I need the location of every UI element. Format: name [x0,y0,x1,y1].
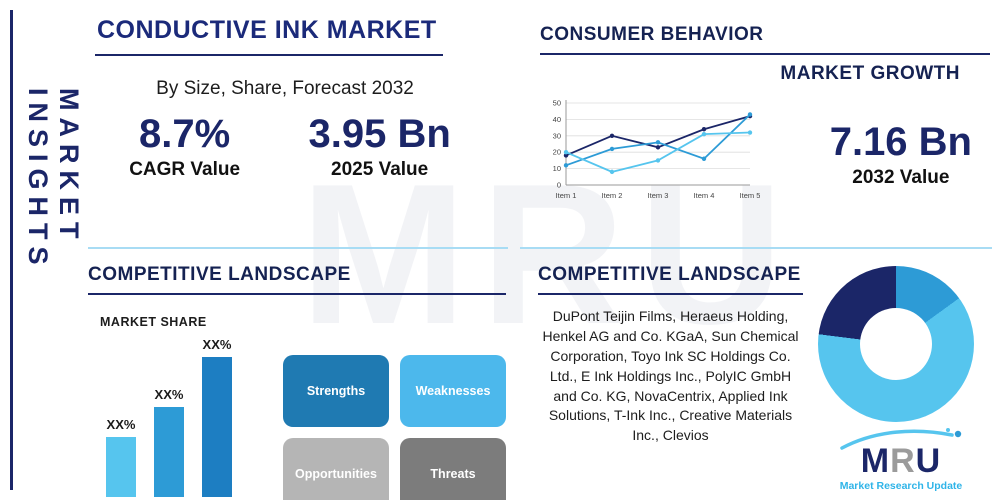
x-tick-label: Item 5 [740,191,760,200]
market-growth-heading: MARKET GROWTH [780,63,960,84]
bar [154,407,184,497]
forecast-label: 2032 Value [852,166,950,188]
competitive-landscape-left-heading: COMPETITIVE LANDSCAPE [88,264,506,295]
market-share-column: MARKET SHARE XX% XX% XX% [88,309,261,500]
page-title: CONDUCTIVE INK MARKET [95,16,443,56]
market-share-bar-chart: XX% XX% XX% [88,333,261,497]
bar-label: XX% [202,337,232,352]
competitive-landscape-left-section: COMPETITIVE LANDSCAPE MARKET SHARE XX% XX… [88,264,506,500]
base-year-value: 3.95 Bn [308,112,451,156]
data-point [655,145,661,150]
growth-chart-row: 0 10 20 30 40 50 Item 1 Item 2 Item 3 Item 4 Item … [540,95,990,213]
bar [106,437,136,497]
data-point [701,127,707,132]
x-tick-label: Item 1 [556,191,577,200]
bar [202,357,232,497]
y-tick-label: 40 [553,115,561,124]
logo-subtext: Market Research Update [839,480,963,492]
swot-tile-opportunities: Opportunities [283,438,389,500]
x-tick-label: Item 2 [602,191,623,200]
y-tick-label: 20 [553,148,561,157]
data-point [563,150,569,155]
logo-letters: MRU [816,444,986,478]
swot-grid: Strengths Weaknesses Opportunities Threats [283,355,506,500]
logo-letter-r: R [890,442,916,480]
sidebar-vertical-title: MARKET INSIGHTS [23,88,84,272]
y-tick-label: 50 [553,99,561,108]
consumer-behavior-section: CONSUMER BEHAVIOR MARKET GROWTH 0 10 20 30 4… [540,24,990,213]
brand-logo: MRU Market Research Update [816,426,986,492]
consumer-behavior-heading: CONSUMER BEHAVIOR [540,24,990,55]
market-overview-section: CONDUCTIVE INK MARKET By Size, Share, Fo… [95,16,500,181]
market-share-label: MARKET SHARE [100,315,207,329]
donut-hole [860,308,932,380]
cagr-stat: 8.7% CAGR Value [129,112,240,181]
data-point [747,130,753,135]
data-point [563,153,569,158]
forecast-stat: 7.16 Bn 2032 Value [830,120,972,189]
y-tick-label: 30 [553,131,561,140]
bar-label: XX% [106,417,136,432]
company-list: DuPont Teijin Films, Heraeus Holding, He… [542,308,799,444]
market-donut-chart [818,266,974,422]
swot-tile-strengths: Strengths [283,355,389,427]
swot-tile-weaknesses: Weaknesses [400,355,506,427]
bar-label: XX% [154,387,184,402]
cagr-value: 8.7% [139,112,231,156]
data-point [655,158,661,163]
data-point [701,156,707,161]
base-year-label: 2025 Value [331,159,429,180]
line-series-2 [565,113,751,167]
data-point [563,163,569,168]
logo-letter-m: M [860,442,891,480]
x-tick-label: Item 4 [694,191,715,200]
data-point [609,169,615,175]
page-subtitle: By Size, Share, Forecast 2032 [156,78,414,99]
bar-item: XX% [106,333,136,497]
divider-left [88,247,508,249]
y-tick-label: 10 [553,164,561,173]
base-year-stat: 3.95 Bn 2025 Value [308,112,450,181]
bar-item: XX% [154,333,184,497]
competitive-landscape-right-heading: COMPETITIVE LANDSCAPE [538,264,803,295]
data-point [609,146,615,152]
logo-swoosh-icon [840,428,962,450]
stats-row: 8.7% CAGR Value 3.95 Bn 2025 Value [95,112,485,181]
bar-item: XX% [202,333,232,497]
data-point [655,140,661,145]
left-accent-rule [10,10,13,490]
y-tick-label: 0 [557,181,561,190]
data-point [609,133,615,138]
divider-right [520,247,992,249]
x-tick-label: Item 3 [648,191,669,200]
competitive-left-content: MARKET SHARE XX% XX% XX% Strengths Weakness… [88,309,506,500]
logo-letter-u: U [915,442,942,480]
competitive-landscape-right-section: COMPETITIVE LANDSCAPE DuPont Teijin Film… [538,264,803,446]
data-point [747,112,753,117]
cagr-label: CAGR Value [129,159,241,180]
data-point [701,131,707,137]
swot-tile-threats: Threats [400,438,506,500]
forecast-value: 7.16 Bn [829,119,972,164]
growth-line-chart: 0 10 20 30 40 50 Item 1 Item 2 Item 3 Item 4 Item … [553,99,760,201]
